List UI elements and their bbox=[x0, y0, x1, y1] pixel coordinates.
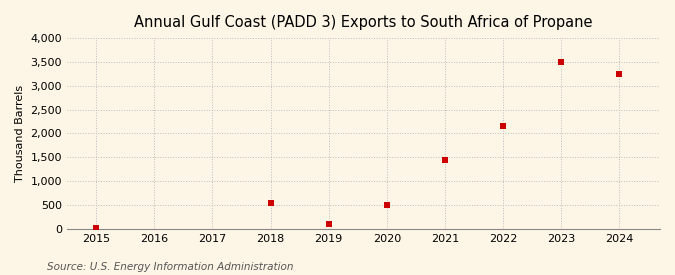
Point bbox=[323, 222, 334, 226]
Text: Source: U.S. Energy Information Administration: Source: U.S. Energy Information Administ… bbox=[47, 262, 294, 272]
Point bbox=[439, 157, 450, 162]
Title: Annual Gulf Coast (PADD 3) Exports to South Africa of Propane: Annual Gulf Coast (PADD 3) Exports to So… bbox=[134, 15, 593, 30]
Point bbox=[381, 203, 392, 208]
Point bbox=[497, 124, 508, 128]
Y-axis label: Thousand Barrels: Thousand Barrels bbox=[15, 85, 25, 182]
Point bbox=[556, 60, 566, 64]
Point bbox=[265, 201, 276, 205]
Point bbox=[614, 72, 624, 76]
Point bbox=[90, 226, 101, 230]
